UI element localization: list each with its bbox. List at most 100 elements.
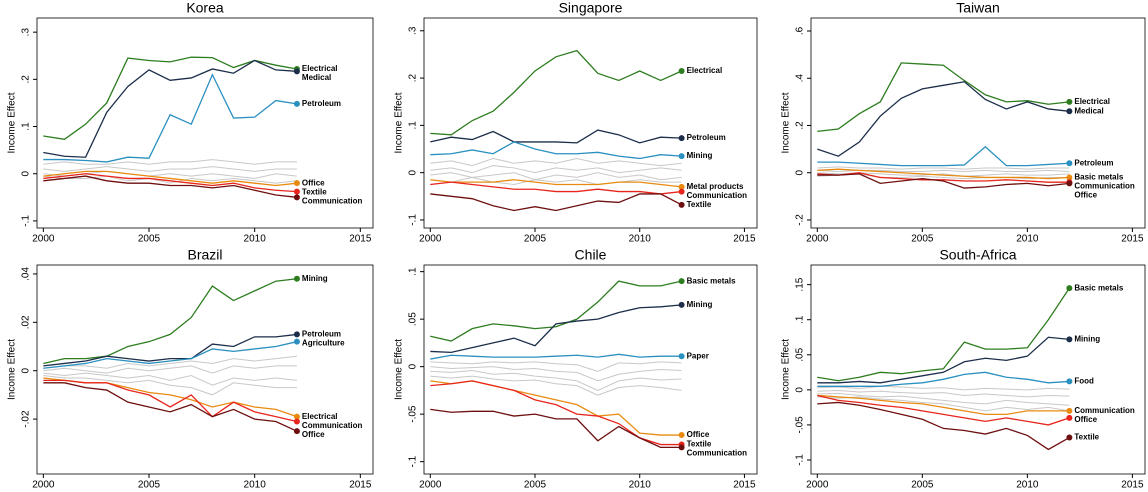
x-tick-label: 2005: [524, 480, 547, 491]
series-label: Metal products: [687, 182, 744, 191]
y-tick-label: .2: [795, 121, 806, 130]
series-line: [43, 173, 297, 193]
end-point: [678, 153, 685, 160]
series-label: Office: [1074, 191, 1097, 200]
x-tick-label: 2015: [733, 234, 756, 245]
series-label: Communication: [687, 449, 748, 458]
y-tick-label: -.1: [795, 454, 806, 466]
y-tick-label: .1: [795, 315, 806, 324]
end-point: [678, 201, 685, 208]
y-axis-label: Income Effect: [394, 339, 405, 400]
y-tick-label: -.02: [21, 410, 32, 428]
end-point: [1066, 414, 1073, 421]
y-axis-label: Income Effect: [394, 92, 405, 153]
series-line: [430, 408, 682, 449]
y-tick-label: 0: [795, 170, 806, 176]
series-line: [817, 394, 1070, 426]
y-tick-label: 0: [408, 363, 419, 369]
series-line: [43, 341, 298, 369]
series-label: Paper: [687, 351, 709, 360]
series-line: [430, 49, 682, 136]
background-line: [43, 355, 297, 369]
panel: Chile Income Effect 2000 2005 2010 2015 -.1 -.0…: [394, 247, 758, 491]
y-tick-label: .1: [21, 122, 32, 131]
end-point: [678, 188, 685, 195]
y-tick-label: .1: [408, 121, 419, 130]
end-point: [1066, 378, 1073, 385]
end-point: [1066, 160, 1073, 167]
background-line: [817, 166, 1070, 170]
y-tick-label: 0: [795, 387, 806, 393]
end-point: [293, 180, 300, 187]
plot-frame: [36, 17, 374, 229]
y-tick-label: 0: [21, 367, 32, 373]
y-tick-label: -.05: [795, 416, 806, 434]
panel-title: Singapore: [559, 0, 623, 16]
series-label: Textile: [302, 187, 327, 196]
end-point: [293, 428, 300, 435]
series-line: [430, 304, 682, 354]
y-tick-label: -.1: [408, 455, 419, 467]
series-label: Electrical: [302, 64, 338, 73]
x-tick-label: 2010: [629, 480, 652, 491]
x-tick-label: 2010: [1016, 234, 1039, 245]
series-label: Office: [1074, 415, 1097, 424]
series-label: Communication: [1074, 182, 1135, 191]
y-tick-label: -.1: [408, 214, 419, 226]
panel: Brazil Income Effect 2000 2005 2010 2015 -.02 0…: [7, 247, 374, 491]
x-tick-label: 2010: [1016, 480, 1039, 491]
series-line: [817, 287, 1070, 382]
y-tick-label: 0: [21, 171, 32, 177]
series-label: Medical: [302, 73, 331, 82]
series-label: Textile: [687, 200, 712, 209]
series-line: [430, 129, 682, 144]
x-tick-label: 2000: [419, 234, 442, 245]
series-line: [817, 145, 1070, 167]
x-tick-label: 2010: [244, 480, 267, 491]
series-line: [817, 371, 1070, 387]
series-line: [43, 59, 297, 158]
end-point: [293, 275, 300, 282]
end-point: [1066, 434, 1073, 441]
series-label: Communication: [302, 421, 363, 430]
background-line: [43, 372, 297, 386]
end-point: [678, 444, 685, 451]
series-label: Communication: [1074, 406, 1135, 415]
x-tick-label: 2000: [806, 234, 829, 245]
y-axis-label: Income Effect: [7, 92, 18, 153]
background-line: [43, 166, 297, 172]
series-label: Basic metals: [1074, 283, 1123, 292]
end-point: [1066, 407, 1073, 414]
end-point: [678, 135, 685, 142]
end-point: [1066, 180, 1073, 187]
x-tick-label: 2010: [629, 234, 652, 245]
y-axis-label: Income Effect: [7, 339, 18, 400]
series-label: Petroleum: [1074, 158, 1113, 167]
y-tick-label: .2: [21, 75, 32, 84]
background-line: [817, 385, 1070, 391]
end-point: [293, 100, 300, 107]
series-line: [817, 62, 1070, 133]
background-line: [430, 176, 682, 185]
end-point: [678, 353, 685, 360]
series-label: Food: [1074, 377, 1094, 386]
y-tick-label: .3: [21, 28, 32, 37]
series-label: Office: [687, 430, 710, 439]
series-label: Basic metals: [687, 276, 736, 285]
x-tick-label: 2000: [32, 480, 55, 491]
series-label: Petroleum: [302, 99, 341, 108]
series-line: [43, 170, 297, 187]
x-tick-label: 2005: [911, 480, 934, 491]
end-point: [678, 67, 685, 74]
background-line: [817, 392, 1070, 406]
x-tick-label: 2000: [32, 234, 55, 245]
panel-title: Korea: [186, 0, 224, 16]
series-line: [430, 280, 682, 342]
y-tick-label: .1: [408, 267, 419, 276]
x-tick-label: 2015: [733, 480, 756, 491]
series-label: Basic metals: [1074, 173, 1123, 182]
end-point: [1066, 98, 1073, 105]
series-line: [817, 168, 1070, 180]
series-label: Mining: [1074, 334, 1100, 343]
